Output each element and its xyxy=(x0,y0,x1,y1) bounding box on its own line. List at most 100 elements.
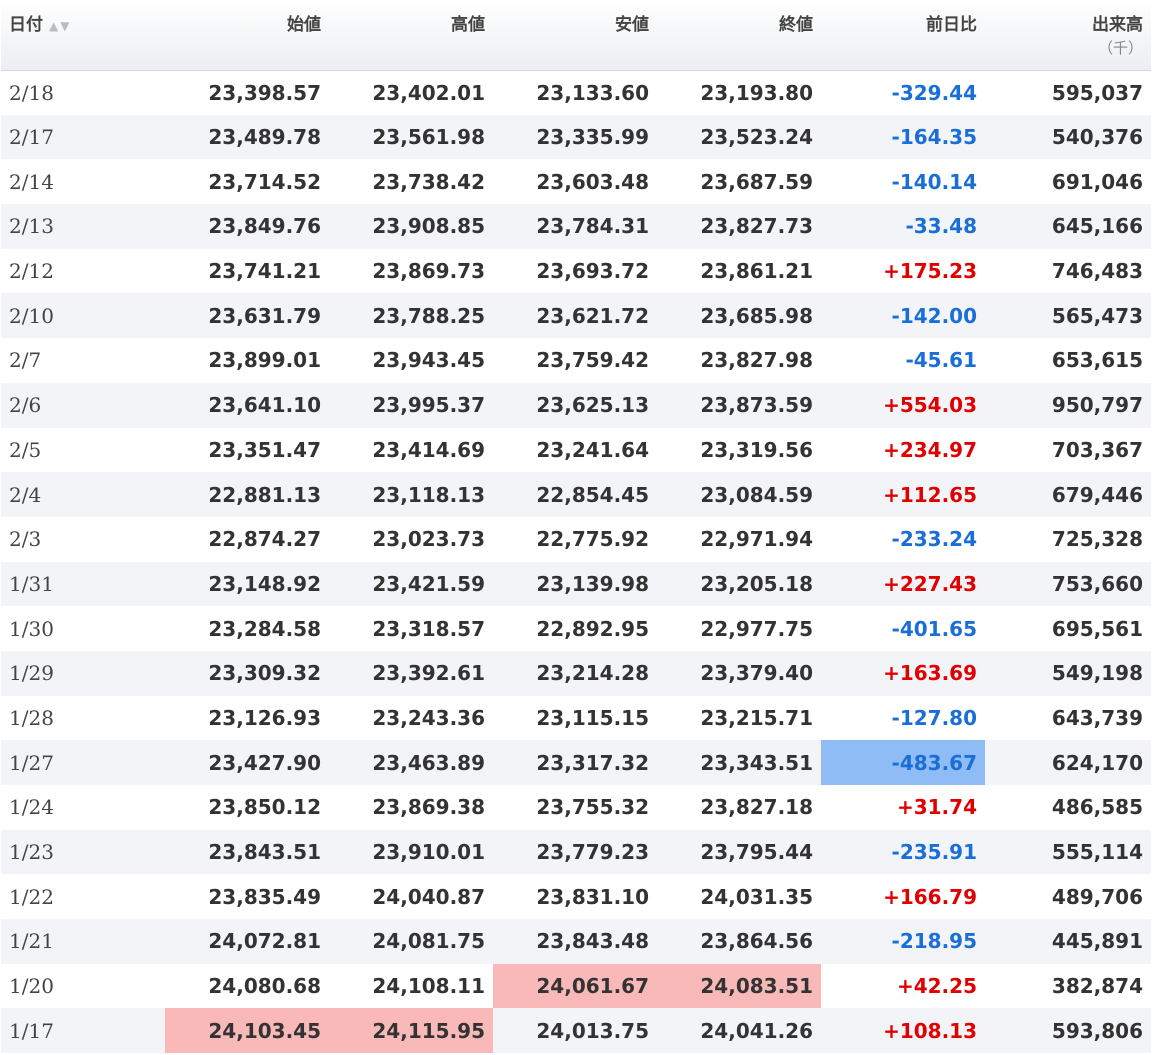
cell-open: 22,874.27 xyxy=(208,527,321,552)
cell-volume: 489,706 xyxy=(1051,884,1143,909)
cell-close: 22,971.94 xyxy=(700,527,813,552)
cell-volume: 695,561 xyxy=(1051,616,1143,641)
cell-close: 23,827.98 xyxy=(700,348,813,373)
cell-change: -401.65 xyxy=(891,616,977,641)
cell-date: 1/27 xyxy=(9,750,54,775)
sort-asc-icon[interactable]: ▲ xyxy=(49,19,61,33)
cell-volume: 643,739 xyxy=(1051,705,1143,730)
cell-close: 22,977.75 xyxy=(700,616,813,641)
column-header-volume[interactable]: 出来高 （千） xyxy=(985,0,1151,71)
cell-high: 23,910.01 xyxy=(372,840,485,865)
table-row: 1/22 23,835.49 24,040.87 23,831.10 24,031.35… xyxy=(1,874,1151,919)
cell-volume: 645,166 xyxy=(1051,214,1143,239)
cell-date: 1/17 xyxy=(9,1018,54,1043)
cell-low: 23,831.10 xyxy=(536,884,649,909)
table-header: 日付 ▲▼ 始値 高値 安値 終値 前日比 出来高 （千） xyxy=(1,0,1151,71)
cell-change: +108.13 xyxy=(883,1018,977,1043)
cell-change: +42.25 xyxy=(896,974,977,999)
cell-close: 23,685.98 xyxy=(700,303,813,328)
cell-change: -33.48 xyxy=(905,214,977,239)
cell-high: 23,392.61 xyxy=(372,661,485,686)
cell-low: 23,784.31 xyxy=(536,214,649,239)
cell-low: 22,892.95 xyxy=(536,616,649,641)
cell-close: 23,861.21 xyxy=(700,259,813,284)
table-row: 1/29 23,309.32 23,392.61 23,214.28 23,379.40… xyxy=(1,650,1151,696)
table-row: 2/3 22,874.27 23,023.73 22,775.92 22,971.94 -… xyxy=(1,517,1151,562)
cell-date: 2/10 xyxy=(9,303,54,328)
cell-high: 23,869.73 xyxy=(372,259,485,284)
cell-change: +234.97 xyxy=(883,437,977,462)
cell-date: 2/7 xyxy=(9,348,42,373)
cell-low: 24,061.67 xyxy=(493,963,657,1009)
cell-change: +112.65 xyxy=(883,482,977,507)
table-row: 2/6 23,641.10 23,995.37 23,625.13 23,873.59 +… xyxy=(1,382,1151,428)
column-header-date[interactable]: 日付 ▲▼ xyxy=(1,0,165,71)
cell-volume: 746,483 xyxy=(1051,259,1143,284)
cell-change: -235.91 xyxy=(891,840,977,865)
cell-high: 23,561.98 xyxy=(372,125,485,150)
header-change-label: 前日比 xyxy=(926,15,977,35)
cell-close: 23,873.59 xyxy=(700,393,813,418)
cell-change: -218.95 xyxy=(891,929,977,954)
cell-volume: 753,660 xyxy=(1051,571,1143,596)
cell-volume: 703,367 xyxy=(1051,437,1143,462)
cell-high: 24,108.11 xyxy=(372,974,485,999)
cell-change: -45.61 xyxy=(905,348,977,373)
sort-desc-icon[interactable]: ▼ xyxy=(60,19,72,33)
table-row: 2/12 23,741.21 23,869.73 23,693.72 23,861.21… xyxy=(1,249,1151,294)
cell-low: 22,775.92 xyxy=(536,527,649,552)
cell-high: 23,869.38 xyxy=(372,795,485,820)
table-row: 2/17 23,489.78 23,561.98 23,335.99 23,523.24… xyxy=(1,114,1151,160)
cell-open: 23,148.92 xyxy=(208,571,321,596)
cell-low: 23,779.23 xyxy=(536,840,649,865)
cell-close: 23,193.80 xyxy=(700,80,813,105)
cell-volume: 595,037 xyxy=(1051,80,1143,105)
cell-volume: 950,797 xyxy=(1051,393,1143,418)
cell-date: 1/24 xyxy=(9,795,54,820)
cell-close: 24,083.51 xyxy=(657,963,821,1009)
column-header-close[interactable]: 終値 xyxy=(657,0,821,71)
column-header-open[interactable]: 始値 xyxy=(165,0,329,71)
cell-open: 23,849.76 xyxy=(208,214,321,239)
cell-open: 23,843.51 xyxy=(208,840,321,865)
cell-low: 22,854.45 xyxy=(536,482,649,507)
cell-date: 2/4 xyxy=(9,482,42,507)
cell-open: 23,835.49 xyxy=(208,884,321,909)
cell-change: +166.79 xyxy=(883,884,977,909)
column-header-low[interactable]: 安値 xyxy=(493,0,657,71)
cell-high: 23,421.59 xyxy=(372,571,485,596)
table-row: 1/21 24,072.81 24,081.75 23,843.48 23,864.56… xyxy=(1,919,1151,964)
cell-close: 23,084.59 xyxy=(700,482,813,507)
table-row: 2/4 22,881.13 23,118.13 22,854.45 23,084.59 +… xyxy=(1,472,1151,517)
table-row: 2/13 23,849.76 23,908.85 23,784.31 23,827.73… xyxy=(1,204,1151,249)
cell-volume: 691,046 xyxy=(1051,169,1143,194)
cell-date: 2/13 xyxy=(9,214,54,239)
cell-open: 23,309.32 xyxy=(208,661,321,686)
cell-close: 24,041.26 xyxy=(700,1018,813,1043)
sort-icons[interactable]: ▲▼ xyxy=(49,19,71,33)
cell-open: 23,631.79 xyxy=(208,303,321,328)
column-header-high[interactable]: 高値 xyxy=(329,0,493,71)
cell-low: 23,603.48 xyxy=(536,169,649,194)
cell-high: 23,118.13 xyxy=(372,482,485,507)
cell-close: 23,864.56 xyxy=(700,929,813,954)
column-header-change[interactable]: 前日比 xyxy=(821,0,985,71)
cell-date: 2/18 xyxy=(9,80,54,105)
cell-high: 24,081.75 xyxy=(372,929,485,954)
cell-high: 23,943.45 xyxy=(372,348,485,373)
header-high-label: 高値 xyxy=(451,15,485,35)
cell-open: 23,126.93 xyxy=(208,705,321,730)
cell-open: 24,080.68 xyxy=(208,974,321,999)
header-row: 日付 ▲▼ 始値 高値 安値 終値 前日比 出来高 （千） xyxy=(1,0,1151,71)
cell-low: 23,693.72 xyxy=(536,259,649,284)
cell-open: 22,881.13 xyxy=(208,482,321,507)
cell-high: 23,738.42 xyxy=(372,169,485,194)
cell-change: -483.67 xyxy=(821,740,985,785)
cell-open: 23,398.57 xyxy=(208,80,321,105)
cell-high: 23,908.85 xyxy=(372,214,485,239)
cell-open: 24,072.81 xyxy=(208,929,321,954)
table-row: 1/31 23,148.92 23,421.59 23,139.98 23,205.18… xyxy=(1,561,1151,607)
cell-date: 2/6 xyxy=(9,393,42,418)
cell-open: 24,103.45 xyxy=(165,1008,329,1054)
